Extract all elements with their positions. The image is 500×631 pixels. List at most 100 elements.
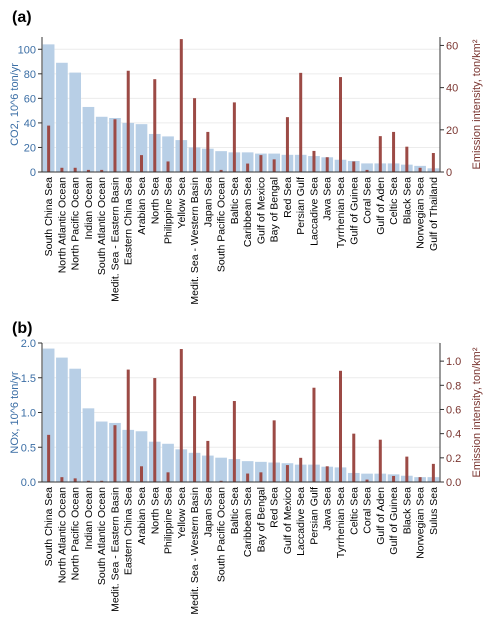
panel-b-label: (b) — [12, 320, 32, 337]
bar-intensity-0 — [47, 125, 51, 172]
category-label: North Atlantic Ocean — [56, 487, 68, 583]
bar-emission-9 — [162, 136, 174, 172]
bar-intensity-1 — [60, 167, 64, 172]
tick-label-left: 60 — [24, 93, 36, 105]
bar-intensity-6 — [126, 369, 130, 482]
category-label: Medit. Sea - Eastern Basin — [109, 487, 121, 612]
bar-intensity-5 — [113, 425, 117, 482]
bar-intensity-13 — [219, 169, 223, 172]
tick-label-right: 0.4 — [446, 429, 461, 441]
bar-intensity-27 — [405, 146, 409, 172]
y-axis-label-right: Emission intensity, ton/km² — [471, 347, 483, 477]
bar-intensity-0 — [47, 434, 51, 482]
bar-intensity-16 — [259, 155, 263, 172]
bar-intensity-16 — [259, 472, 263, 482]
bar-emission-2 — [69, 368, 81, 482]
bar-intensity-6 — [126, 70, 130, 172]
bar-intensity-29 — [431, 153, 435, 172]
bar-intensity-11 — [193, 98, 197, 172]
bar-intensity-9 — [166, 161, 170, 172]
tick-label-right: 0.8 — [446, 380, 461, 392]
category-label: Indian Ocean — [83, 487, 95, 550]
bar-intensity-19 — [299, 72, 303, 172]
bar-emission-1 — [56, 62, 68, 172]
bar-intensity-19 — [299, 457, 303, 482]
bar-intensity-2 — [73, 167, 77, 172]
category-label: Caribbean Sea — [242, 177, 254, 247]
bar-emission-13 — [215, 151, 227, 172]
category-label: Laccadive Sea — [295, 487, 307, 556]
tick-label-left: 2.0 — [21, 338, 36, 350]
category-label: Caribbean Sea — [242, 487, 254, 557]
category-label: North Atlantic Ocean — [56, 177, 68, 273]
bar-intensity-3 — [86, 169, 90, 172]
category-label: South Pacific Ocean — [216, 487, 228, 582]
bar-intensity-24 — [365, 479, 369, 482]
chart-b: 0.0 0.5 1.0 1.5 2.0 0.0 0.2 0.4 0.6 0.8 1.0 South C… — [9, 338, 483, 615]
bar-intensity-28 — [418, 167, 422, 172]
bar-intensity-18 — [285, 117, 289, 172]
tick-label-right: 0.2 — [446, 453, 461, 465]
category-label: Red Sea — [282, 177, 294, 218]
category-label: Gulf of Guinea — [348, 177, 360, 245]
bar-intensity-25 — [378, 136, 382, 172]
bar-intensity-28 — [418, 477, 422, 482]
bar-intensity-10 — [179, 39, 183, 172]
category-label: Eastern China Sea — [123, 177, 135, 265]
category-label: North Pacific Ocean — [70, 177, 82, 271]
tick-label-right: 40 — [446, 83, 458, 95]
category-label: North Pacific Ocean — [70, 487, 82, 581]
bar-intensity-22 — [339, 77, 342, 172]
bar-intensity-3 — [86, 480, 90, 482]
tick-label-left: 20 — [24, 142, 36, 154]
bar-intensity-8 — [153, 79, 157, 172]
category-label: Medit. Sea - Western Basin — [189, 487, 201, 615]
tick-label-left: 40 — [24, 118, 36, 130]
category-label: Gulf of Mexico — [282, 487, 294, 554]
bar-intensity-7 — [140, 155, 143, 172]
tick-label-left: 80 — [24, 69, 36, 81]
category-label: Sulus Sea — [428, 487, 440, 535]
bar-emission-0 — [42, 44, 55, 173]
bar-intensity-29 — [431, 463, 435, 482]
category-label: Philippine Sea — [163, 177, 175, 244]
bar-intensity-20 — [312, 150, 316, 172]
bar-emission-15 — [241, 461, 254, 482]
category-label: Gulf of Guinea — [388, 487, 400, 555]
bar-intensity-12 — [206, 440, 210, 482]
bar-intensity-4 — [100, 480, 104, 482]
bar-intensity-14 — [232, 401, 236, 482]
bar-emission-16 — [255, 461, 267, 482]
bar-emission-2 — [69, 72, 81, 172]
category-label: Black Sea — [401, 177, 413, 224]
tick-label-left: 100 — [18, 44, 36, 56]
category-label: North Sea — [149, 177, 161, 224]
tick-label-left: 1.0 — [21, 408, 36, 420]
bar-emission-4 — [95, 116, 108, 172]
bar-intensity-21 — [325, 157, 329, 172]
category-label: Arabian Sea — [136, 487, 148, 545]
bar-intensity-13 — [219, 480, 223, 482]
tick-label-left: 0.5 — [21, 442, 36, 454]
bar-intensity-26 — [392, 131, 396, 172]
bar-intensity-24 — [365, 169, 369, 172]
category-label: Bay of Bengal — [269, 177, 281, 242]
category-label: Gulf of Aden — [375, 487, 387, 545]
bar-intensity-10 — [179, 349, 183, 482]
category-label: Tyrrhenian Sea — [335, 487, 347, 558]
category-label: South China Sea — [43, 177, 55, 257]
tick-label-left: 0.0 — [21, 477, 36, 489]
category-label: Arabian Sea — [136, 177, 148, 235]
bar-intensity-27 — [405, 456, 409, 482]
category-label: Tyrrhenian Sea — [335, 177, 347, 248]
bar-intensity-2 — [73, 478, 77, 482]
bar-intensity-5 — [113, 119, 117, 172]
tick-label-right: 20 — [446, 125, 458, 137]
bar-emission-4 — [95, 421, 108, 482]
bar-intensity-20 — [312, 387, 316, 482]
tick-label-right: 0.0 — [446, 477, 461, 489]
category-label: South Atlantic Ocean — [96, 177, 108, 275]
y-axis-label-left: NOx, 10^6 ton/yr — [9, 371, 21, 454]
